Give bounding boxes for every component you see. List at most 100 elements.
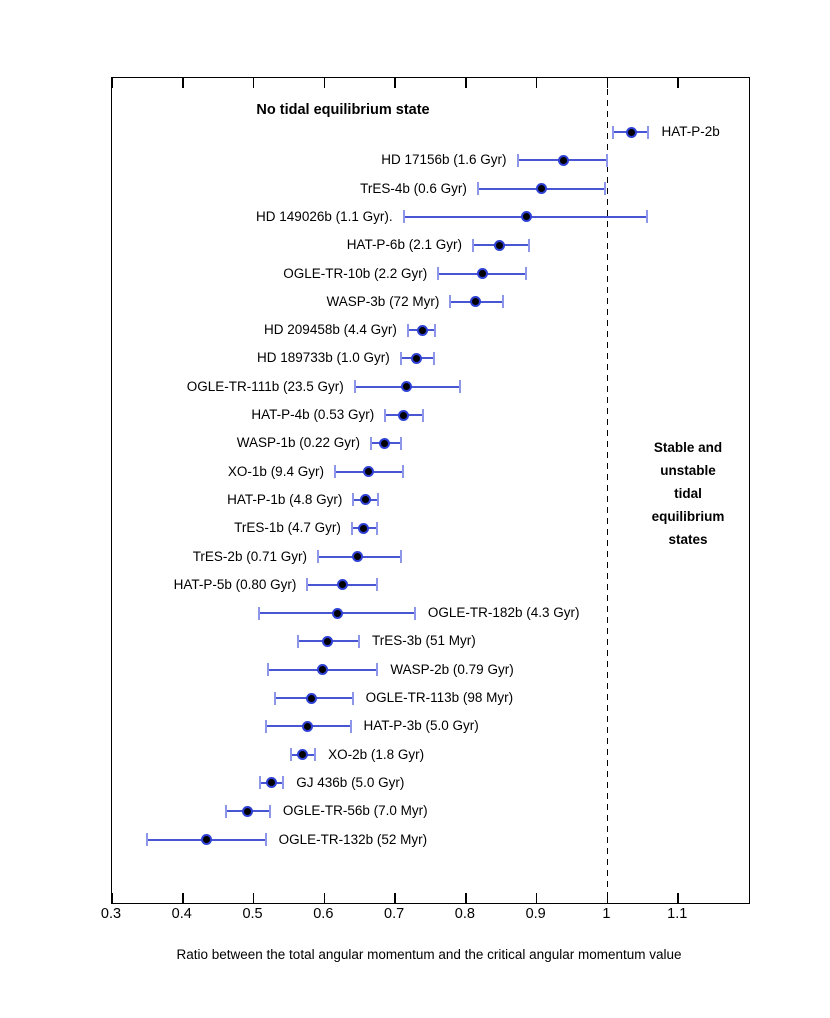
x-tick	[394, 893, 396, 903]
error-bar-cap	[476, 182, 479, 196]
planet-label: WASP-1b (0.22 Gyr)	[236, 435, 361, 451]
x-tick	[606, 893, 609, 903]
planet-label: HD 189733b (1.0 Gyr)	[256, 350, 390, 366]
error-bar-cap	[606, 153, 609, 167]
data-point	[558, 154, 570, 166]
error-bar-cap	[422, 408, 425, 422]
region-label-no-equilibrium: No tidal equilibrium state	[256, 102, 430, 118]
error-bar-cap	[370, 436, 373, 450]
error-bar-cap	[266, 663, 269, 677]
error-bar-cap	[401, 465, 404, 479]
error-bar-cap	[258, 606, 261, 620]
planet-label: XO-2b (1.8 Gyr)	[328, 746, 425, 762]
error-bar-cap	[471, 238, 474, 252]
x-tick	[111, 893, 113, 903]
error-bar-cap	[604, 182, 607, 196]
error-bar-cap	[384, 408, 387, 422]
error-bar-cap	[612, 125, 615, 139]
data-point	[536, 183, 548, 195]
x-tick	[182, 893, 184, 903]
x-tick	[252, 78, 255, 88]
x-tick-label: 1	[602, 906, 611, 922]
error-bar-cap	[437, 267, 440, 280]
error-bar-cap	[264, 719, 267, 733]
x-tick	[465, 893, 467, 903]
planet-label: OGLE-TR-56b (7.0 Myr)	[282, 803, 428, 819]
planet-label: HAT-P-6b (2.1 Gyr)	[346, 237, 462, 253]
error-bar-cap	[402, 210, 405, 224]
data-point	[316, 664, 328, 676]
data-point	[266, 777, 278, 789]
x-tick	[323, 78, 326, 88]
plot-area: No tidal equilibrium state Stable and un…	[111, 77, 750, 904]
planet-label: WASP-2b (0.79 Gyr)	[390, 661, 514, 677]
error-bar-cap	[316, 550, 319, 563]
error-bar-cap	[377, 493, 380, 507]
data-point	[398, 409, 410, 421]
planet-label: HAT-P-1b (4.8 Gyr)	[227, 491, 343, 507]
data-point	[296, 749, 308, 761]
error-bar-cap	[647, 125, 650, 139]
error-bar-cap	[258, 776, 261, 790]
x-tick	[677, 893, 679, 903]
region-label-stable-unstable: Stable and unstable tidal equilibrium st…	[651, 440, 725, 547]
planet-label: OGLE-TR-111b (23.5 Gyr)	[186, 378, 344, 394]
error-bar-cap	[224, 804, 227, 818]
equilibrium-threshold-line	[606, 78, 609, 903]
data-point	[520, 211, 532, 223]
error-bar-cap	[273, 691, 276, 705]
x-tick-label: 0.8	[454, 906, 475, 922]
error-bar-cap	[459, 380, 462, 394]
error-bar-cap	[376, 521, 379, 535]
error-bar-cap	[282, 776, 285, 790]
planet-label: HAT-P-5b (0.80 Gyr)	[173, 576, 297, 592]
data-point	[241, 805, 253, 817]
error-bar-cap	[290, 748, 293, 762]
data-point	[494, 239, 506, 251]
x-tick	[535, 78, 538, 88]
error-bar-cap	[352, 493, 355, 507]
error-bar-cap	[350, 521, 353, 535]
error-bar-cap	[358, 634, 360, 648]
data-point	[470, 296, 482, 308]
data-point	[336, 579, 348, 591]
error-bar-cap	[306, 578, 309, 592]
planet-label: OGLE-TR-132b (52 Myr)	[278, 831, 428, 847]
error-bar-cap	[349, 719, 352, 733]
x-tick-label: 0.3	[100, 906, 122, 922]
error-bar-cap	[146, 833, 149, 846]
planet-label: HAT-P-2b	[661, 124, 720, 139]
planet-label: HD 209458b (4.4 Gyr)	[264, 322, 397, 338]
error-bar-cap	[376, 663, 379, 677]
data-point	[332, 607, 344, 619]
x-tick-label: 0.5	[242, 906, 263, 922]
planet-label: OGLE-TR-10b (2.2 Gyr)	[283, 265, 428, 281]
planet-label: TrES-4b (0.6 Gyr)	[360, 180, 467, 196]
planet-label: WASP-3b (72 Myr)	[326, 293, 440, 309]
planet-label: TrES-2b (0.71 Gyr)	[192, 548, 307, 564]
x-tick	[677, 78, 679, 88]
x-tick	[535, 893, 538, 903]
data-point	[200, 834, 212, 845]
data-point	[357, 522, 369, 534]
planet-label: OGLE-TR-182b (4.3 Gyr)	[427, 605, 580, 621]
error-bar-cap	[353, 380, 356, 394]
error-bar-cap	[314, 748, 317, 762]
error-bar-cap	[399, 436, 402, 450]
error-bar-cap	[375, 578, 378, 592]
data-point	[476, 268, 488, 279]
data-point	[378, 437, 390, 449]
error-bar-cap	[268, 804, 271, 818]
x-tick-label: 0.6	[313, 906, 334, 922]
planet-label: HAT-P-3b (5.0 Gyr)	[363, 718, 479, 734]
x-tick-label: 0.9	[525, 906, 546, 922]
error-bar-cap	[527, 238, 530, 252]
data-point	[362, 466, 374, 478]
data-point	[306, 692, 318, 704]
x-tick-label: 0.7	[384, 906, 405, 922]
error-bar-cap	[434, 323, 437, 337]
error-bar-cap	[413, 606, 416, 620]
x-tick	[323, 893, 326, 903]
planet-label: HD 17156b (1.6 Gyr)	[381, 152, 507, 168]
